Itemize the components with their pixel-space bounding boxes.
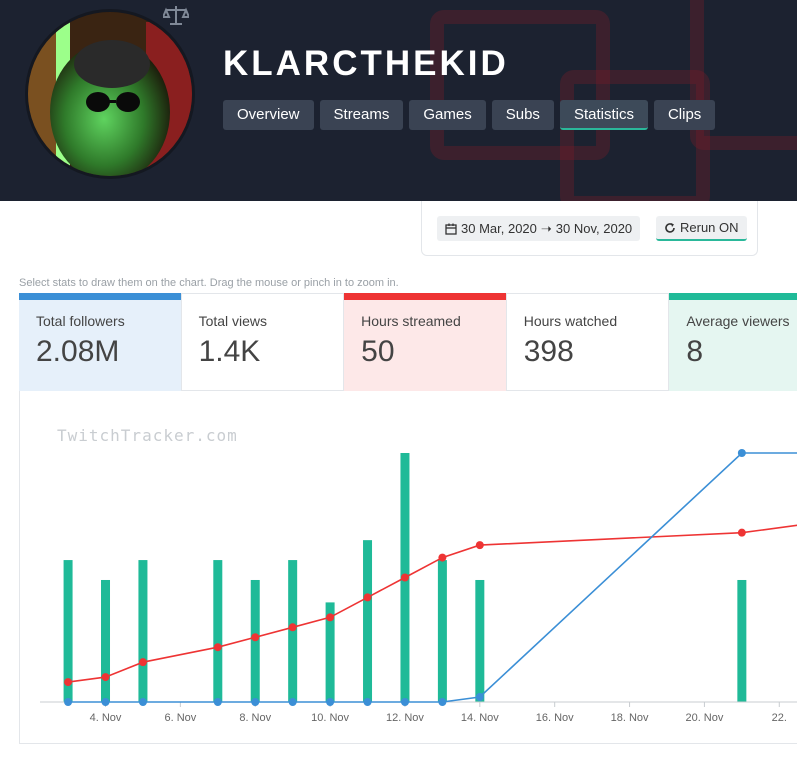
followers-point — [288, 698, 297, 706]
followers-point — [138, 698, 147, 706]
hours-streamed-point — [101, 673, 110, 682]
chart-bar — [475, 579, 485, 702]
followers-point — [438, 698, 447, 706]
x-axis-tick-label: 4. Nov — [90, 712, 122, 724]
stat-average-viewers[interactable]: Average viewers 8 — [669, 293, 797, 391]
followers-point — [326, 698, 335, 706]
followers-point — [213, 698, 222, 706]
stat-value: 1.4K — [198, 335, 261, 368]
hours-streamed-point — [737, 528, 746, 537]
channel-tabs: Overview Streams Games Subs Statistics C… — [223, 100, 716, 130]
followers-point — [737, 449, 746, 457]
x-axis-tick-label: 6. Nov — [164, 712, 196, 724]
stat-label: Total views — [198, 313, 268, 329]
stats-selector: Total followers 2.08M Total views 1.4K H… — [19, 293, 797, 391]
followers-point — [64, 698, 73, 706]
chart-bar — [138, 560, 148, 702]
stat-label: Hours streamed — [361, 313, 461, 329]
avatar — [28, 12, 192, 176]
stats-chart[interactable]: TwitchTracker.com 4. Nov 6. Nov 8. Nov 10. … — [19, 391, 797, 744]
rerun-label: Rerun ON — [680, 220, 739, 235]
refresh-icon — [665, 222, 675, 233]
followers-point — [363, 698, 372, 706]
stat-hours-streamed[interactable]: Hours streamed 50 — [344, 293, 507, 391]
hours-streamed-point — [288, 623, 297, 632]
followers-point — [251, 698, 260, 706]
stat-label: Hours watched — [523, 313, 618, 329]
followers-line — [68, 452, 797, 703]
chart-bar — [213, 560, 223, 702]
stat-value: 2.08M — [36, 335, 120, 368]
header-background-decoration — [560, 70, 710, 201]
stat-value: 398 — [523, 335, 574, 368]
chart-bar — [363, 540, 373, 702]
stat-value: 50 — [361, 335, 395, 368]
rerun-toggle-button[interactable]: Rerun ON — [656, 216, 747, 241]
hours-streamed-point — [475, 541, 484, 550]
hours-streamed-point — [138, 658, 147, 667]
tab-clips[interactable]: Clips — [653, 100, 716, 130]
date-range-end: 30 Nov, 2020 — [555, 221, 633, 236]
x-axis-tick-label: 18. Nov — [611, 712, 649, 724]
x-axis-tick-label: 12. Nov — [386, 712, 424, 724]
x-axis-tick-label: 10. Nov — [311, 712, 349, 724]
hours-streamed-point — [213, 643, 222, 652]
stat-selected-bar — [19, 293, 181, 300]
followers-point — [101, 698, 110, 706]
calendar-icon — [445, 223, 457, 235]
hours-streamed-point — [363, 593, 372, 602]
stat-label: Total followers — [36, 313, 125, 329]
x-axis-tick-label: 8. Nov — [239, 712, 271, 724]
hours-streamed-point — [326, 613, 335, 622]
stat-hours-watched[interactable]: Hours watched 398 — [506, 293, 670, 391]
chart-hint: Select stats to draw them on the chart. … — [19, 277, 399, 289]
stat-total-views[interactable]: Total views 1.4K — [181, 293, 345, 391]
stat-selected-bar — [344, 293, 506, 300]
x-axis-tick-label: 22. — [772, 712, 787, 724]
tab-subs[interactable]: Subs — [491, 100, 554, 130]
date-range-card: 30 Mar, 2020 ➝ 30 Nov, 2020 Rerun ON — [421, 201, 758, 256]
arrow-right-icon: ➝ — [540, 221, 552, 236]
hours-streamed-point — [400, 573, 409, 582]
date-range-start: 30 Mar, 2020 — [461, 221, 537, 236]
hours-streamed-point — [64, 678, 73, 687]
chart-bar — [101, 579, 111, 702]
x-axis-tick-label: 20. Nov — [685, 712, 723, 724]
channel-header: KLARCTHEKID Overview Streams Games Subs … — [0, 0, 797, 201]
tab-games[interactable]: Games — [409, 100, 486, 130]
stat-label: Average viewers — [686, 313, 790, 329]
hours-streamed-point — [251, 633, 260, 642]
balance-scale-icon[interactable] — [163, 4, 189, 26]
chart-watermark: TwitchTracker.com — [57, 426, 238, 445]
stat-value: 8 — [686, 335, 703, 368]
stat-total-followers[interactable]: Total followers 2.08M — [19, 293, 182, 391]
channel-name: KLARCTHEKID — [223, 44, 509, 83]
chart-bar — [737, 579, 747, 702]
stat-selected-bar — [669, 293, 797, 300]
hours-streamed-point — [438, 553, 447, 562]
tab-streams[interactable]: Streams — [319, 100, 404, 130]
chart-bar — [325, 602, 335, 702]
x-axis-tick-label: 14. Nov — [461, 712, 499, 724]
tab-statistics[interactable]: Statistics — [559, 100, 648, 130]
followers-point — [400, 698, 409, 706]
chart-bar — [437, 560, 447, 702]
chart-bar — [63, 560, 73, 702]
date-range-picker[interactable]: 30 Mar, 2020 ➝ 30 Nov, 2020 — [437, 216, 641, 241]
tab-overview[interactable]: Overview — [223, 100, 314, 130]
followers-point — [475, 693, 484, 702]
x-axis-tick-label: 16. Nov — [536, 712, 574, 724]
chart-canvas[interactable]: 4. Nov 6. Nov 8. Nov 10. Nov 12. Nov 14. Nov 1… — [20, 391, 797, 744]
hours-streamed-line — [67, 524, 797, 683]
